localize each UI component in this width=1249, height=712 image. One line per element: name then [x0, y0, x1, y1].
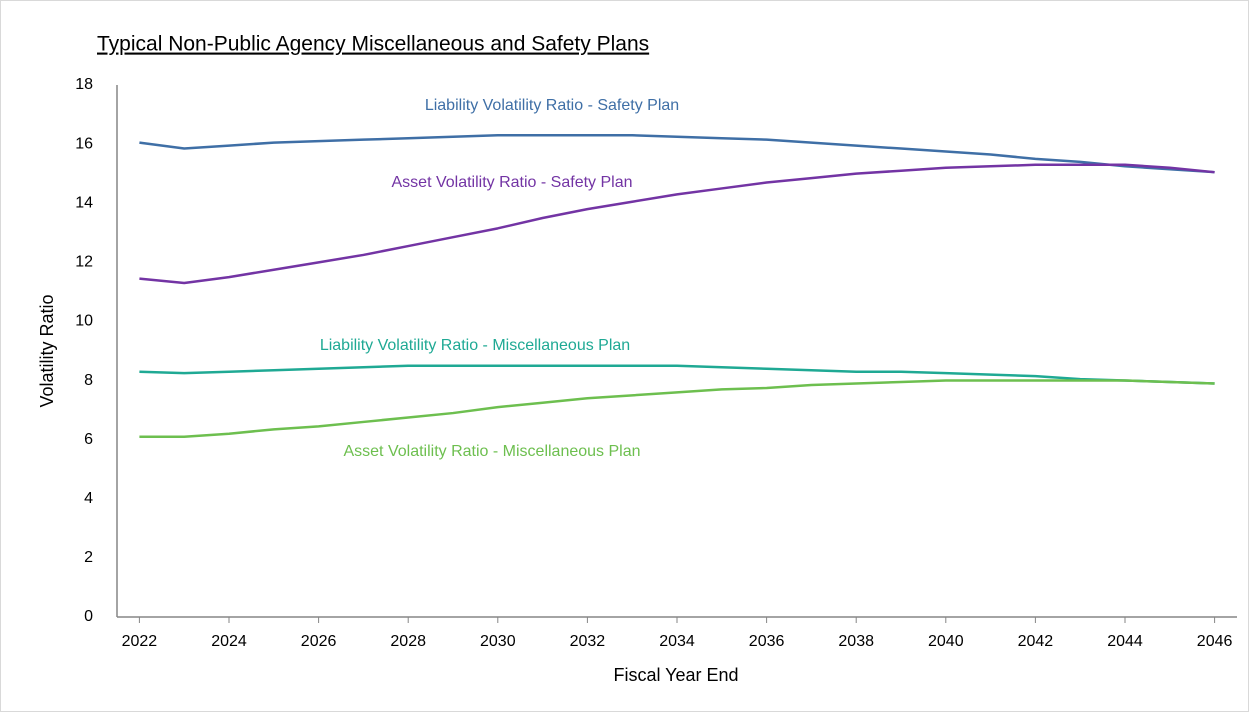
series-label: Asset Volatility Ratio - Miscellaneous P…: [343, 443, 640, 460]
x-tick-label: 2022: [122, 633, 158, 650]
x-tick-label: 2036: [749, 633, 785, 650]
series-line: [139, 379, 1215, 438]
x-axis-label: Fiscal Year End: [613, 665, 738, 685]
x-tick-label: 2040: [928, 633, 964, 650]
y-axis-label: Volatility Ratio: [37, 294, 57, 407]
y-tick-label: 2: [84, 549, 93, 566]
series-line: [139, 364, 1215, 385]
x-tick-label: 2046: [1197, 633, 1233, 650]
x-tick-label: 2044: [1107, 633, 1143, 650]
y-tick-label: 0: [84, 608, 93, 625]
x-tick-label: 2034: [659, 633, 695, 650]
y-tick-label: 18: [75, 76, 93, 93]
x-tick-label: 2042: [1018, 633, 1054, 650]
x-tick-label: 2024: [211, 633, 247, 650]
x-tick-label: 2026: [301, 633, 337, 650]
y-tick-label: 12: [75, 254, 93, 271]
y-tick-label: 4: [84, 490, 93, 507]
series-label: Liability Volatility Ratio - Miscellaneo…: [320, 337, 630, 354]
series-label: Asset Volatility Ratio - Safety Plan: [392, 174, 633, 191]
y-tick-label: 14: [75, 194, 93, 211]
x-tick-label: 2028: [390, 633, 426, 650]
y-tick-label: 8: [84, 372, 93, 389]
x-tick-label: 2038: [838, 633, 874, 650]
series-line: [139, 163, 1215, 285]
y-tick-label: 10: [75, 313, 93, 330]
y-tick-label: 16: [75, 135, 93, 152]
series-line: [139, 133, 1215, 174]
x-tick-label: 2030: [480, 633, 516, 650]
series-label: Liability Volatility Ratio - Safety Plan: [425, 97, 679, 114]
chart-title: Typical Non-Public Agency Miscellaneous …: [97, 33, 649, 56]
x-tick-label: 2032: [570, 633, 606, 650]
y-tick-label: 6: [84, 431, 93, 448]
